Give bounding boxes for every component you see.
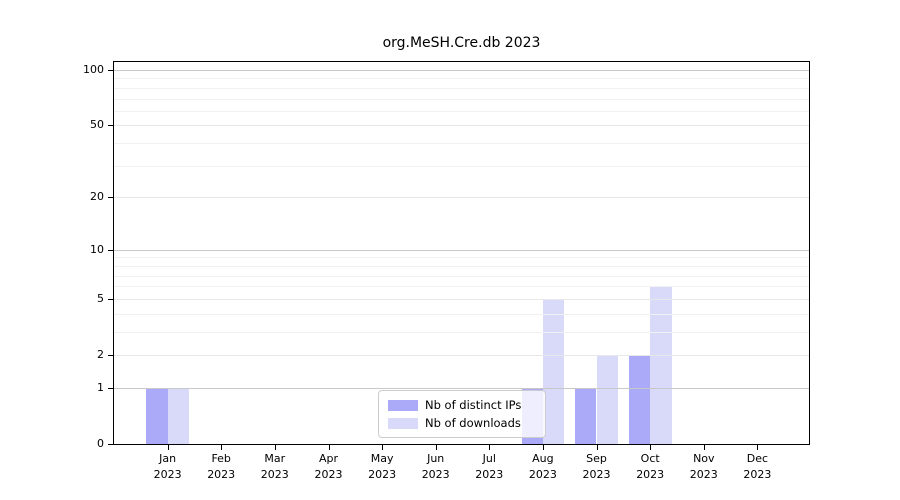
x-tick-label-mar: Mar 2023 — [243, 451, 307, 483]
y-tick-label-1: 1 — [97, 380, 104, 394]
gridline-6 — [114, 286, 809, 288]
y-tick-mark-2 — [108, 355, 113, 356]
x-tick-year: 2023 — [689, 468, 718, 481]
y-tick-label-10: 10 — [90, 242, 104, 256]
x-tick-year: 2023 — [207, 468, 236, 481]
gridline-5 — [114, 298, 809, 300]
x-tick-label-may: May 2023 — [350, 451, 414, 483]
x-tick-year: 2023 — [528, 468, 557, 481]
x-tick-year: 2023 — [636, 468, 665, 481]
bar-downloads-jan — [167, 387, 189, 444]
x-tick-mark-aug — [542, 445, 544, 450]
gridline-40 — [114, 143, 809, 145]
gridline-3 — [114, 331, 809, 333]
gridline-9 — [114, 257, 809, 259]
x-tick-year: 2023 — [743, 468, 772, 481]
legend-label-distinct-ips: Nb of distinct IPs — [425, 398, 522, 412]
x-tick-label-aug: Aug 2023 — [511, 451, 575, 483]
x-tick-year: 2023 — [421, 468, 450, 481]
y-tick-mark-100 — [108, 70, 113, 71]
x-tick-mark-apr — [328, 445, 330, 450]
legend-swatch-distinct-ips — [388, 399, 418, 411]
gridline-20 — [114, 197, 809, 199]
y-tick-label-50: 50 — [90, 118, 104, 132]
y-tick-mark-0 — [108, 444, 113, 445]
bar-distinct-ips-oct — [628, 355, 651, 444]
legend: Nb of distinct IPs Nb of downloads — [378, 390, 546, 438]
grid-layer — [114, 62, 809, 444]
gridline-7 — [114, 275, 809, 277]
gridline-60 — [114, 110, 809, 112]
gridline-70 — [114, 98, 809, 100]
bar-downloads-aug — [542, 298, 565, 444]
bar-downloads-sep — [596, 355, 618, 444]
y-tick-label-5: 5 — [97, 291, 104, 305]
gridline-2 — [114, 355, 809, 356]
x-tick-label-jun: Jun 2023 — [404, 451, 468, 483]
x-tick-mark-jul — [489, 445, 491, 450]
x-tick-mark-jan — [167, 445, 169, 450]
gridline-100 — [114, 70, 809, 71]
x-tick-label-oct: Oct 2023 — [618, 451, 682, 483]
gridline-1 — [114, 387, 809, 389]
x-tick-label-feb: Feb 2023 — [189, 451, 253, 483]
x-tick-year: 2023 — [260, 468, 289, 481]
x-tick-mark-may — [382, 445, 384, 450]
plot-area: Nb of distinct IPs Nb of downloads — [113, 61, 810, 445]
y-tick-label-2: 2 — [97, 348, 104, 361]
x-tick-year: 2023 — [314, 468, 343, 481]
x-tick-label-jan: Jan 2023 — [136, 451, 200, 483]
gridline-50 — [114, 125, 809, 127]
x-tick-mark-dec — [757, 445, 759, 450]
gridline-80 — [114, 87, 809, 89]
legend-label-downloads: Nb of downloads — [425, 416, 521, 430]
bar-distinct-ips-sep — [575, 387, 597, 444]
y-tick-mark-50 — [108, 125, 113, 127]
y-tick-label-20: 20 — [90, 190, 104, 204]
x-tick-label-apr: Apr 2023 — [297, 451, 361, 483]
x-tick-year: 2023 — [153, 468, 182, 481]
y-tick-mark-5 — [108, 298, 113, 300]
x-tick-label-sep: Sep 2023 — [565, 451, 629, 483]
bar-downloads-oct — [650, 286, 672, 444]
gridline-8 — [114, 265, 809, 267]
gridline-4 — [114, 313, 809, 315]
gridline-30 — [114, 165, 809, 167]
gridline-90 — [114, 78, 809, 80]
x-tick-year: 2023 — [368, 468, 397, 481]
legend-item-distinct-ips: Nb of distinct IPs — [388, 397, 537, 413]
y-tick-mark-20 — [108, 197, 113, 199]
chart-title: org.MeSH.Cre.db 2023 — [382, 35, 541, 51]
y-tick-label-0: 0 — [97, 437, 104, 450]
y-tick-mark-10 — [108, 249, 113, 251]
y-tick-label-100: 100 — [83, 63, 104, 76]
x-tick-mark-nov — [703, 445, 705, 450]
legend-swatch-downloads — [388, 417, 418, 429]
y-tick-mark-1 — [108, 387, 113, 389]
x-tick-label-dec: Dec 2023 — [725, 451, 789, 483]
x-tick-mark-jun — [435, 445, 437, 450]
x-tick-label-jul: Jul 2023 — [457, 451, 521, 483]
gridline-10 — [114, 249, 809, 251]
x-tick-mark-feb — [221, 445, 223, 450]
x-tick-label-nov: Nov 2023 — [672, 451, 736, 483]
x-tick-mark-oct — [650, 445, 652, 450]
legend-item-downloads: Nb of downloads — [388, 415, 537, 431]
x-tick-mark-mar — [274, 445, 276, 450]
bar-distinct-ips-jan — [146, 387, 168, 444]
bars-layer — [114, 62, 809, 444]
x-tick-mark-sep — [596, 445, 598, 450]
x-tick-year: 2023 — [475, 468, 504, 481]
x-tick-year: 2023 — [582, 468, 611, 481]
